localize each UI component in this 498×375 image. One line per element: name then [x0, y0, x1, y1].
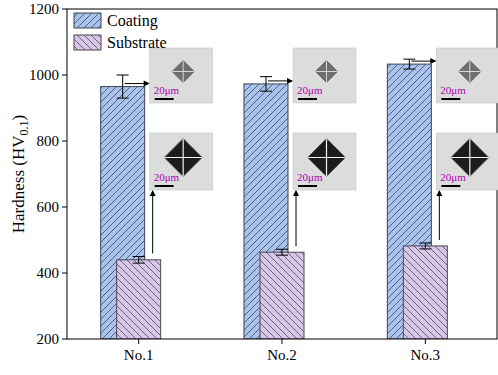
legend-label: Substrate [107, 34, 167, 51]
inset-bg [436, 48, 498, 103]
micrograph-inset: 20μm [293, 133, 356, 190]
y-tick [62, 9, 67, 10]
inset-bg [293, 48, 356, 103]
error-line [409, 59, 410, 69]
y-tick-label: 800 [37, 133, 60, 149]
error-bar [260, 77, 272, 92]
scale-bar [298, 185, 317, 187]
error-cap [133, 256, 145, 257]
error-cap [403, 59, 415, 60]
error-cap [117, 98, 129, 99]
y-tick-label: 400 [37, 265, 60, 281]
micrograph-inset: 20μm [293, 48, 356, 103]
inset-bg [150, 48, 213, 103]
y-tick-label: 1000 [29, 67, 59, 83]
legend-swatch [74, 13, 101, 28]
legend-swatch [74, 35, 101, 50]
y-tick [62, 273, 67, 274]
y-tick-label: 600 [37, 199, 60, 215]
legend-label: Coating [107, 12, 158, 30]
x-tick [282, 339, 283, 344]
arrow-head [430, 58, 436, 64]
y-tick-label: 200 [37, 331, 60, 347]
error-bar [419, 243, 431, 249]
arrow-head [287, 78, 293, 84]
x-tick-label: No.2 [267, 347, 297, 363]
x-tick [425, 339, 426, 344]
x-tick [138, 339, 139, 344]
error-cap [276, 249, 288, 250]
y-label-subscript: 0.1 [17, 120, 31, 135]
indent-diagonal [172, 61, 194, 83]
y-label-text: Hardness (HV [9, 135, 28, 233]
plot-frame [67, 9, 497, 339]
scale-bar [441, 98, 460, 100]
indent-diagonal [316, 61, 338, 83]
chart-container: 200 400 600 800 1000 1200 No.1 No.2 No.3 Hardness… [0, 0, 498, 375]
y-tick [62, 207, 67, 208]
error-cap [260, 76, 272, 77]
y-label-suffix: ) [9, 115, 28, 121]
chart-svg: 200 400 600 800 1000 1200 No.1 No.2 No.3 Hardness… [0, 0, 498, 375]
indent [316, 61, 338, 83]
x-tick-label: No.3 [411, 347, 441, 363]
error-line [282, 249, 283, 255]
y-tick-label: 1200 [29, 1, 59, 17]
error-cap [403, 69, 415, 70]
micrograph-inset: 20μm [150, 133, 213, 190]
error-cap [260, 91, 272, 92]
y-axis-label: Hardness (HV0.1) [9, 115, 31, 233]
y-tick [62, 75, 67, 76]
error-bar [117, 75, 129, 98]
scale-label: 20μm [154, 171, 180, 183]
micrograph-inset: 20μm [150, 48, 213, 103]
bar [117, 260, 161, 339]
micrograph-inset: 20μm [436, 48, 498, 103]
scale-label: 20μm [297, 171, 323, 183]
scale-label: 20μm [440, 84, 466, 96]
indent [172, 61, 194, 83]
indent [459, 61, 481, 83]
arrow-head [150, 190, 156, 196]
y-tick [62, 339, 67, 340]
error-cap [133, 263, 145, 264]
arrow [439, 191, 440, 240]
inset-bg [293, 133, 356, 190]
error-cap [276, 255, 288, 256]
arrow-head [293, 190, 299, 196]
arrow [296, 191, 297, 246]
error-line [138, 257, 139, 264]
error-cap [117, 75, 129, 76]
indent-diagonal [459, 61, 481, 83]
bar [403, 246, 447, 339]
bar [260, 252, 304, 339]
error-line [425, 243, 426, 249]
x-tick-label: No.1 [124, 347, 154, 363]
scale-label: 20μm [154, 84, 180, 96]
micrograph-inset: 20μm [436, 133, 498, 190]
error-bar [276, 249, 288, 255]
scale-bar [155, 185, 174, 187]
scale-bar [298, 98, 317, 100]
y-tick [62, 141, 67, 142]
error-line [266, 77, 267, 92]
error-cap [419, 248, 431, 249]
arrow-head [436, 190, 442, 196]
error-bar [133, 257, 145, 264]
error-cap [419, 242, 431, 243]
scale-label: 20μm [297, 84, 323, 96]
arrow-head [144, 81, 150, 87]
inset-bg [150, 133, 213, 190]
arrow [152, 191, 153, 254]
error-line [122, 75, 123, 98]
scale-bar [155, 98, 174, 100]
inset-bg [436, 133, 498, 190]
scale-bar [441, 185, 460, 187]
scale-label: 20μm [440, 171, 466, 183]
